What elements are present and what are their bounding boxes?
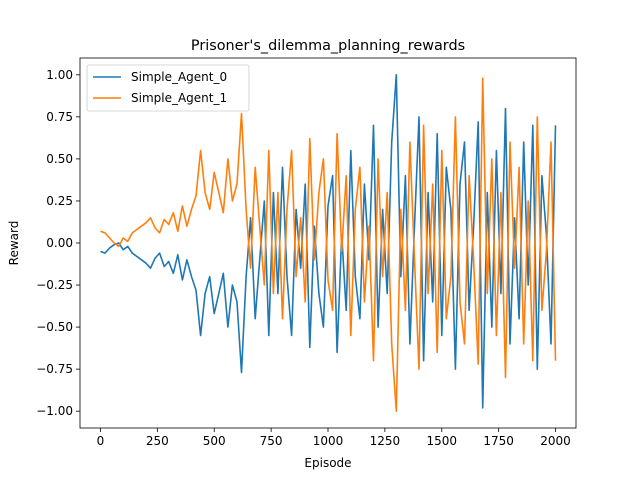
y-tick-label: −1.00: [36, 404, 73, 418]
y-tick-label: 0.75: [46, 110, 73, 124]
x-tick-label: 1750: [483, 434, 514, 448]
series-layer: [100, 74, 557, 413]
y-tick-label: −0.75: [36, 362, 73, 376]
x-axis: 0 250 500 750 1000 1250 1500 1750 2000: [97, 428, 571, 448]
x-tick-label: 500: [203, 434, 226, 448]
x-axis-label: Episode: [304, 456, 351, 470]
x-tick-label: 1500: [426, 434, 457, 448]
x-tick-label: 1250: [370, 434, 401, 448]
legend-label-agent-0: Simple_Agent_0: [131, 70, 227, 84]
y-tick-label: −0.50: [36, 320, 73, 334]
legend: Simple_Agent_0 Simple_Agent_1: [86, 64, 250, 112]
y-axis-label: Reward: [7, 221, 21, 266]
x-tick-label: 750: [260, 434, 283, 448]
y-tick-label: 1.00: [46, 68, 73, 82]
y-tick-label: 0.50: [46, 152, 73, 166]
legend-box: [86, 64, 250, 112]
y-axis: −1.00 −0.75 −0.50 −0.25 0.00 0.25 0.50 0.75 1.00: [36, 68, 80, 418]
y-tick-label: −0.25: [36, 278, 73, 292]
x-tick-label: 1000: [313, 434, 344, 448]
legend-label-agent-1: Simple_Agent_1: [131, 91, 227, 105]
y-tick-label: 0.00: [46, 236, 73, 250]
series-line-1: [100, 77, 557, 413]
y-tick-label: 0.25: [46, 194, 73, 208]
series-line-0: [100, 74, 557, 409]
chart-title: Prisoner's_dilemma_planning_rewards: [191, 38, 465, 54]
x-tick-label: 0: [97, 434, 105, 448]
x-tick-label: 250: [146, 434, 169, 448]
x-tick-label: 2000: [540, 434, 571, 448]
